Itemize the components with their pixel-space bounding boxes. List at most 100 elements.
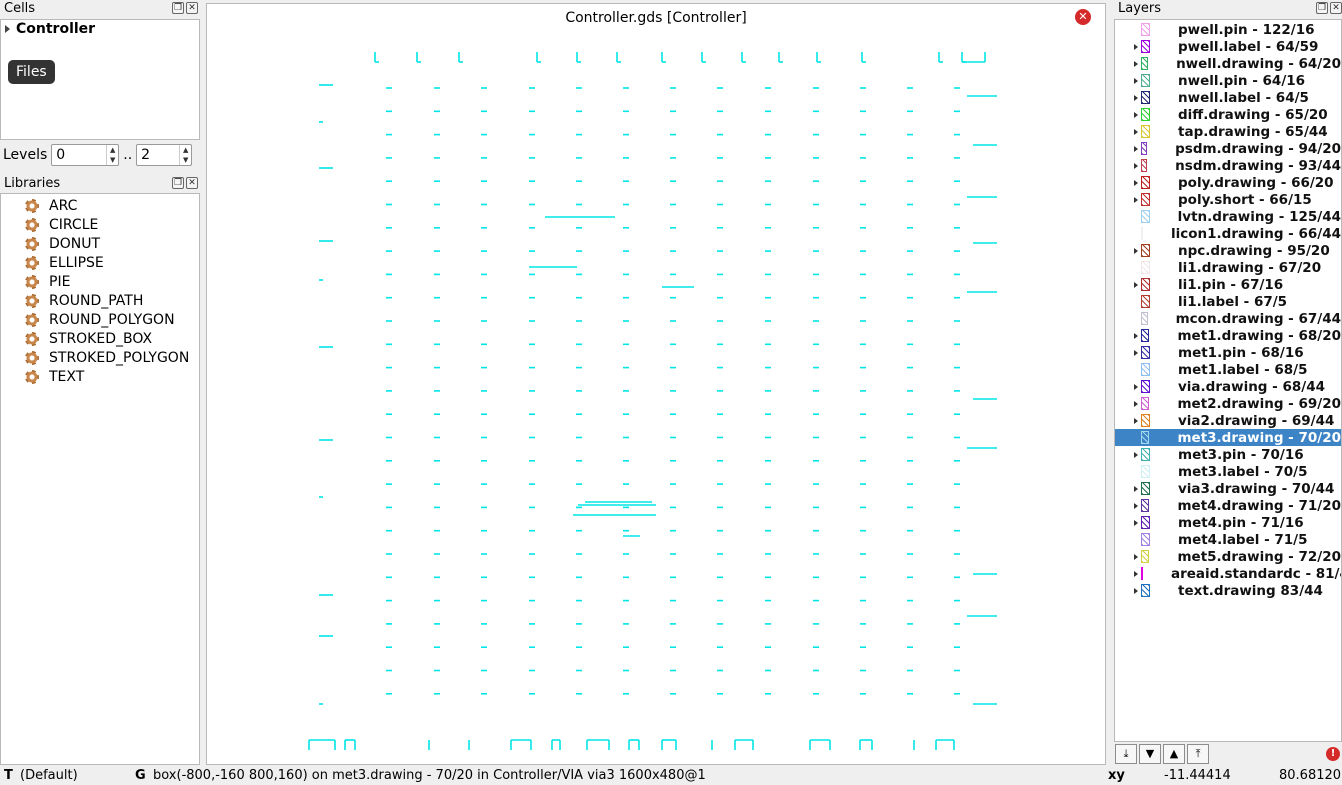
- layout-canvas[interactable]: [207, 32, 1105, 764]
- layout-view[interactable]: Controller.gds [Controller] ✕: [206, 3, 1106, 765]
- expand-arrow-icon[interactable]: [1134, 349, 1138, 356]
- layer-row[interactable]: nsdm.drawing - 93/44: [1115, 157, 1341, 174]
- spin-arrows-icon[interactable]: ▲ ▼: [179, 145, 191, 165]
- layer-row[interactable]: nwell.label - 64/5: [1115, 89, 1341, 106]
- layer-row[interactable]: met1.drawing - 68/20: [1115, 327, 1341, 344]
- expand-arrow-icon[interactable]: [1134, 451, 1138, 458]
- layer-row[interactable]: met3.drawing - 70/20: [1115, 429, 1341, 446]
- level-to-value: 2: [141, 147, 151, 163]
- layer-row[interactable]: diff.drawing - 65/20: [1115, 106, 1341, 123]
- layer-row[interactable]: met3.pin - 70/16: [1115, 446, 1341, 463]
- expand-arrow-icon[interactable]: [1134, 43, 1138, 50]
- layers-list[interactable]: pwell.pin - 122/16 pwell.label - 64/59 nwe…: [1114, 19, 1342, 742]
- close-icon[interactable]: ✕: [1330, 2, 1342, 14]
- layer-row[interactable]: met4.label - 71/5: [1115, 531, 1341, 548]
- expand-arrow-icon[interactable]: [1134, 485, 1138, 492]
- layer-row[interactable]: poly.drawing - 66/20: [1115, 174, 1341, 191]
- expand-arrow-icon[interactable]: [1134, 60, 1138, 67]
- spin-arrows-icon[interactable]: ▲ ▼: [106, 145, 118, 165]
- layer-row[interactable]: via3.drawing - 70/44: [1115, 480, 1341, 497]
- expand-arrow-icon[interactable]: [1134, 94, 1138, 101]
- expand-arrow-icon[interactable]: [1134, 519, 1138, 526]
- library-item-pie[interactable]: PIE: [25, 272, 70, 291]
- expand-arrow-icon[interactable]: [1134, 247, 1138, 254]
- move-down-icon[interactable]: ▼: [1139, 744, 1161, 764]
- layer-row[interactable]: lvtn.drawing - 125/44: [1115, 208, 1341, 225]
- library-item-arc[interactable]: ARC: [25, 196, 77, 215]
- expand-arrow-icon[interactable]: [1134, 502, 1138, 509]
- layer-row[interactable]: met1.label - 68/5: [1115, 361, 1341, 378]
- library-item-text[interactable]: TEXT: [25, 367, 84, 386]
- tree-item-controller[interactable]: Controller: [5, 21, 95, 37]
- gear-icon: [25, 350, 39, 365]
- expand-arrow-icon[interactable]: [5, 25, 10, 33]
- layer-row[interactable]: via.drawing - 68/44: [1115, 378, 1341, 395]
- expand-arrow-icon[interactable]: [1134, 553, 1138, 560]
- library-item-round-polygon[interactable]: ROUND_POLYGON: [25, 310, 175, 329]
- layer-row[interactable]: li1.label - 67/5: [1115, 293, 1341, 310]
- expand-arrow-icon[interactable]: [1134, 332, 1138, 339]
- layer-row[interactable]: poly.short - 66/15: [1115, 191, 1341, 208]
- layer-row[interactable]: via2.drawing - 69/44: [1115, 412, 1341, 429]
- layer-label: psdm.drawing - 94/20: [1175, 140, 1341, 157]
- close-icon[interactable]: ✕: [186, 2, 198, 14]
- library-item-ellipse[interactable]: ELLIPSE: [25, 253, 104, 272]
- layer-row[interactable]: nwell.drawing - 64/20: [1115, 55, 1341, 72]
- library-item-donut[interactable]: DONUT: [25, 234, 100, 253]
- level-from-spinbox[interactable]: 0 ▲ ▼: [51, 144, 120, 166]
- move-bottom-icon[interactable]: ⤓: [1115, 744, 1137, 764]
- warning-icon[interactable]: !: [1326, 747, 1340, 761]
- library-item-label: ARC: [49, 197, 78, 214]
- float-icon[interactable]: ❐: [172, 177, 184, 189]
- float-icon[interactable]: ❐: [172, 2, 184, 14]
- layer-color-swatch: [1141, 397, 1150, 410]
- expand-arrow-icon[interactable]: [1134, 179, 1138, 186]
- expand-arrow-icon[interactable]: [1134, 162, 1138, 169]
- library-item-round-path[interactable]: ROUND_PATH: [25, 291, 143, 310]
- layer-row[interactable]: met3.label - 70/5: [1115, 463, 1341, 480]
- expand-arrow-icon[interactable]: [1134, 77, 1138, 84]
- layer-row[interactable]: npc.drawing - 95/20: [1115, 242, 1341, 259]
- expand-arrow-icon[interactable]: [1134, 570, 1138, 577]
- library-item-circle[interactable]: CIRCLE: [25, 215, 98, 234]
- expand-arrow-icon[interactable]: [1134, 417, 1138, 424]
- layer-row[interactable]: pwell.pin - 122/16: [1115, 21, 1341, 38]
- close-icon[interactable]: ✕: [1075, 9, 1091, 25]
- move-top-icon[interactable]: ⤒: [1187, 744, 1209, 764]
- library-item-stroked-box[interactable]: STROKED_BOX: [25, 329, 152, 348]
- layer-row[interactable]: met2.drawing - 69/20: [1115, 395, 1341, 412]
- expand-arrow-icon[interactable]: [1134, 196, 1138, 203]
- layer-row[interactable]: pwell.label - 64/59: [1115, 38, 1341, 55]
- layer-row[interactable]: nwell.pin - 64/16: [1115, 72, 1341, 89]
- layer-row[interactable]: psdm.drawing - 94/20: [1115, 140, 1341, 157]
- close-icon[interactable]: ✕: [186, 177, 198, 189]
- expand-arrow-icon[interactable]: [1134, 587, 1138, 594]
- layer-row[interactable]: met4.pin - 71/16: [1115, 514, 1341, 531]
- layer-row[interactable]: licon1.drawing - 66/44: [1115, 225, 1341, 242]
- layer-color-swatch: [1141, 499, 1150, 512]
- cells-tree[interactable]: Controller Files: [0, 19, 200, 140]
- layer-row[interactable]: tap.drawing - 65/44: [1115, 123, 1341, 140]
- expand-arrow-icon[interactable]: [1134, 128, 1138, 135]
- expand-arrow-icon[interactable]: [1134, 383, 1138, 390]
- expand-arrow-icon[interactable]: [1134, 400, 1138, 407]
- libraries-list[interactable]: ARC CIRCLE DONUT ELLIPSE PIE ROUND_PATH …: [0, 193, 200, 765]
- expand-arrow-icon[interactable]: [1134, 111, 1138, 118]
- library-item-stroked-polygon[interactable]: STROKED_POLYGON: [25, 348, 189, 367]
- layer-row[interactable]: met1.pin - 68/16: [1115, 344, 1341, 361]
- move-up-icon[interactable]: ▲: [1163, 744, 1185, 764]
- expand-arrow-icon[interactable]: [1134, 281, 1138, 288]
- layer-color-swatch: [1141, 23, 1150, 36]
- layer-row[interactable]: mcon.drawing - 67/44: [1115, 310, 1341, 327]
- level-to-spinbox[interactable]: 2 ▲ ▼: [136, 144, 193, 166]
- layer-row[interactable]: met5.drawing - 72/20: [1115, 548, 1341, 565]
- cells-panel-title: Cells: [0, 0, 200, 18]
- float-icon[interactable]: ❐: [1316, 2, 1328, 14]
- layer-label: met5.drawing - 72/20: [1177, 548, 1341, 565]
- layer-row[interactable]: li1.drawing - 67/20: [1115, 259, 1341, 276]
- layer-row[interactable]: text.drawing 83/44: [1115, 582, 1341, 599]
- layer-row[interactable]: areaid.standardc - 81/4: [1115, 565, 1341, 582]
- expand-arrow-icon[interactable]: [1134, 145, 1138, 152]
- layer-row[interactable]: li1.pin - 67/16: [1115, 276, 1341, 293]
- layer-row[interactable]: met4.drawing - 71/20: [1115, 497, 1341, 514]
